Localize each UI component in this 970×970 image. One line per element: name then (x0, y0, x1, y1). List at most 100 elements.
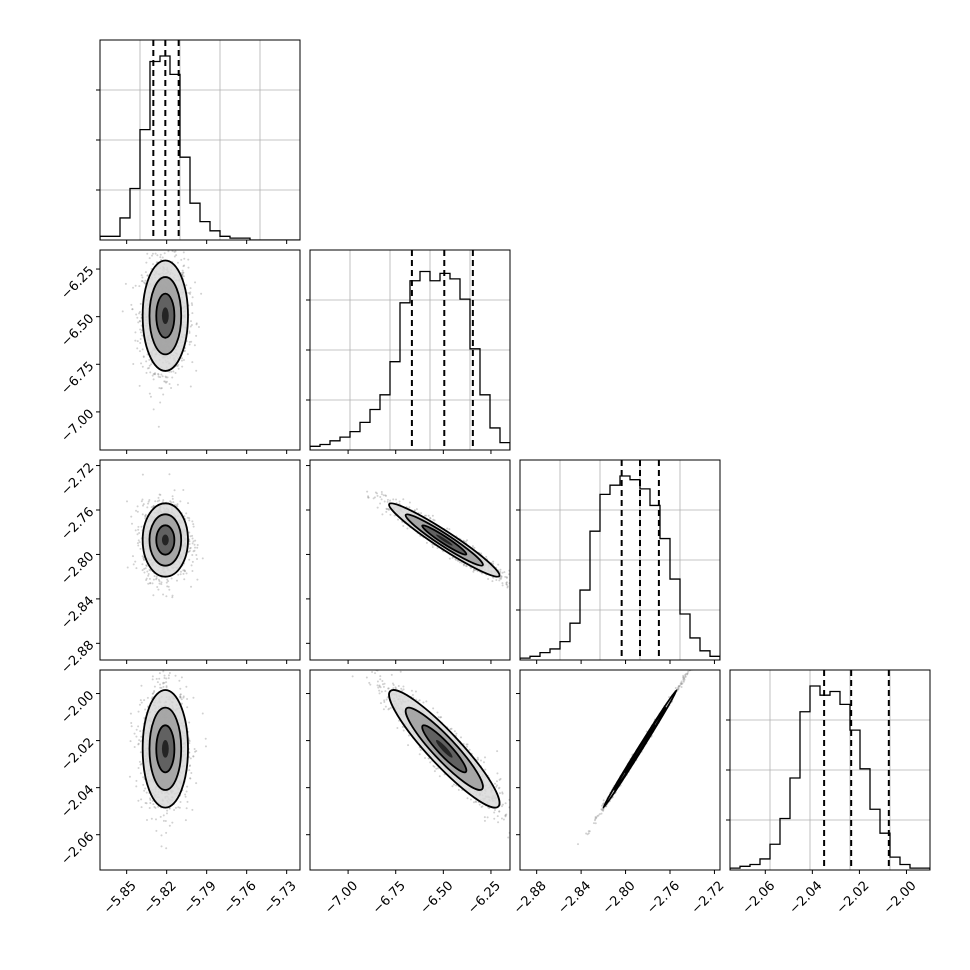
scatter-point (165, 595, 168, 598)
scatter-point (143, 558, 146, 561)
scatter-point (190, 302, 193, 305)
scatter-point (189, 777, 192, 780)
scatter-point (179, 696, 182, 699)
scatter-point (141, 504, 144, 507)
scatter-point (166, 578, 169, 581)
scatter-point (174, 372, 177, 375)
scatter-point (141, 513, 144, 516)
scatter-point (505, 583, 508, 586)
scatter-point (147, 574, 150, 577)
scatter-point (194, 546, 197, 549)
scatter-point (413, 509, 416, 512)
scatter-point (505, 581, 508, 584)
scatter-point (182, 271, 185, 274)
scatter-point (500, 575, 503, 578)
scatter-point (141, 498, 144, 501)
scatter-point (157, 373, 160, 376)
scatter-point (186, 800, 189, 803)
scatter-point (446, 527, 449, 530)
scatter-point (191, 542, 194, 545)
scatter-point (140, 701, 143, 704)
scatter-point (151, 252, 154, 255)
scatter-point (132, 286, 135, 289)
scatter-point (178, 651, 180, 653)
scatter-point (140, 280, 143, 283)
scatter-point (379, 502, 382, 505)
scatter-point (423, 514, 426, 517)
scatter-point (159, 253, 162, 256)
scatter-point (162, 814, 165, 817)
scatter-point (385, 510, 388, 513)
scatter-point (170, 387, 173, 390)
scatter-point (140, 798, 143, 801)
scatter-point (154, 373, 157, 376)
scatter-point (141, 334, 144, 337)
scatter-point (376, 494, 379, 497)
scatter-point (135, 735, 138, 738)
scatter-point (148, 498, 151, 501)
scatter-point (151, 692, 154, 695)
scatter-point (138, 531, 141, 534)
scatter-point (473, 546, 476, 549)
scatter-point (180, 258, 183, 261)
scatter-point (176, 365, 179, 368)
scatter-point (402, 524, 405, 527)
scatter-point (158, 580, 161, 583)
scatter-point (141, 569, 144, 572)
scatter-point (187, 258, 190, 261)
scatter-point (466, 539, 469, 542)
scatter-point (136, 340, 139, 343)
scatter-point (152, 691, 155, 694)
scatter-point (433, 519, 436, 522)
scatter-point (138, 320, 141, 323)
scatter-point (136, 347, 139, 350)
scatter-point (144, 271, 147, 274)
scatter-point (182, 251, 185, 254)
scatter-point (159, 242, 161, 244)
scatter-point (191, 560, 194, 563)
scatter-point (189, 535, 192, 538)
scatter-point (464, 540, 467, 543)
scatter-point (152, 692, 155, 695)
scatter-point (150, 506, 153, 509)
scatter-point (188, 721, 191, 724)
scatter-point (196, 544, 199, 547)
scatter-point (191, 534, 194, 537)
scatter-point (505, 581, 508, 584)
scatter-point (139, 763, 142, 766)
scatter-point (148, 392, 151, 395)
scatter-point (192, 523, 195, 526)
scatter-point (145, 579, 148, 582)
scatter-point (126, 500, 129, 503)
scatter-point (138, 320, 141, 323)
scatter-point (175, 254, 178, 257)
scatter-point (183, 578, 186, 581)
scatter-point (158, 493, 161, 496)
scatter-point (162, 682, 165, 685)
axes-frame (99, 249, 301, 451)
scatter-point (161, 256, 164, 259)
scatter-point (471, 545, 474, 548)
scatter-point (164, 375, 167, 378)
scatter-point (465, 564, 468, 567)
scatter-point (156, 585, 159, 588)
scatter-point (562, 619, 564, 621)
scatter-point (185, 807, 188, 810)
scatter-point (146, 570, 149, 573)
scatter-point (137, 525, 140, 528)
scatter-point (152, 578, 155, 581)
scatter-point (168, 244, 170, 246)
scatter-point (177, 363, 180, 366)
scatter-point (179, 570, 182, 573)
scatter-point (148, 577, 151, 580)
scatter-point (492, 560, 495, 563)
scatter-point (143, 282, 146, 285)
scatter-point (134, 331, 137, 334)
scatter-point (132, 563, 135, 566)
scatter-point (181, 357, 184, 360)
scatter-point (141, 348, 144, 351)
scatter-point (189, 546, 192, 549)
scatter-point (162, 593, 165, 596)
histogram-panel-3 (516, 459, 721, 661)
scatter-point (179, 693, 182, 696)
